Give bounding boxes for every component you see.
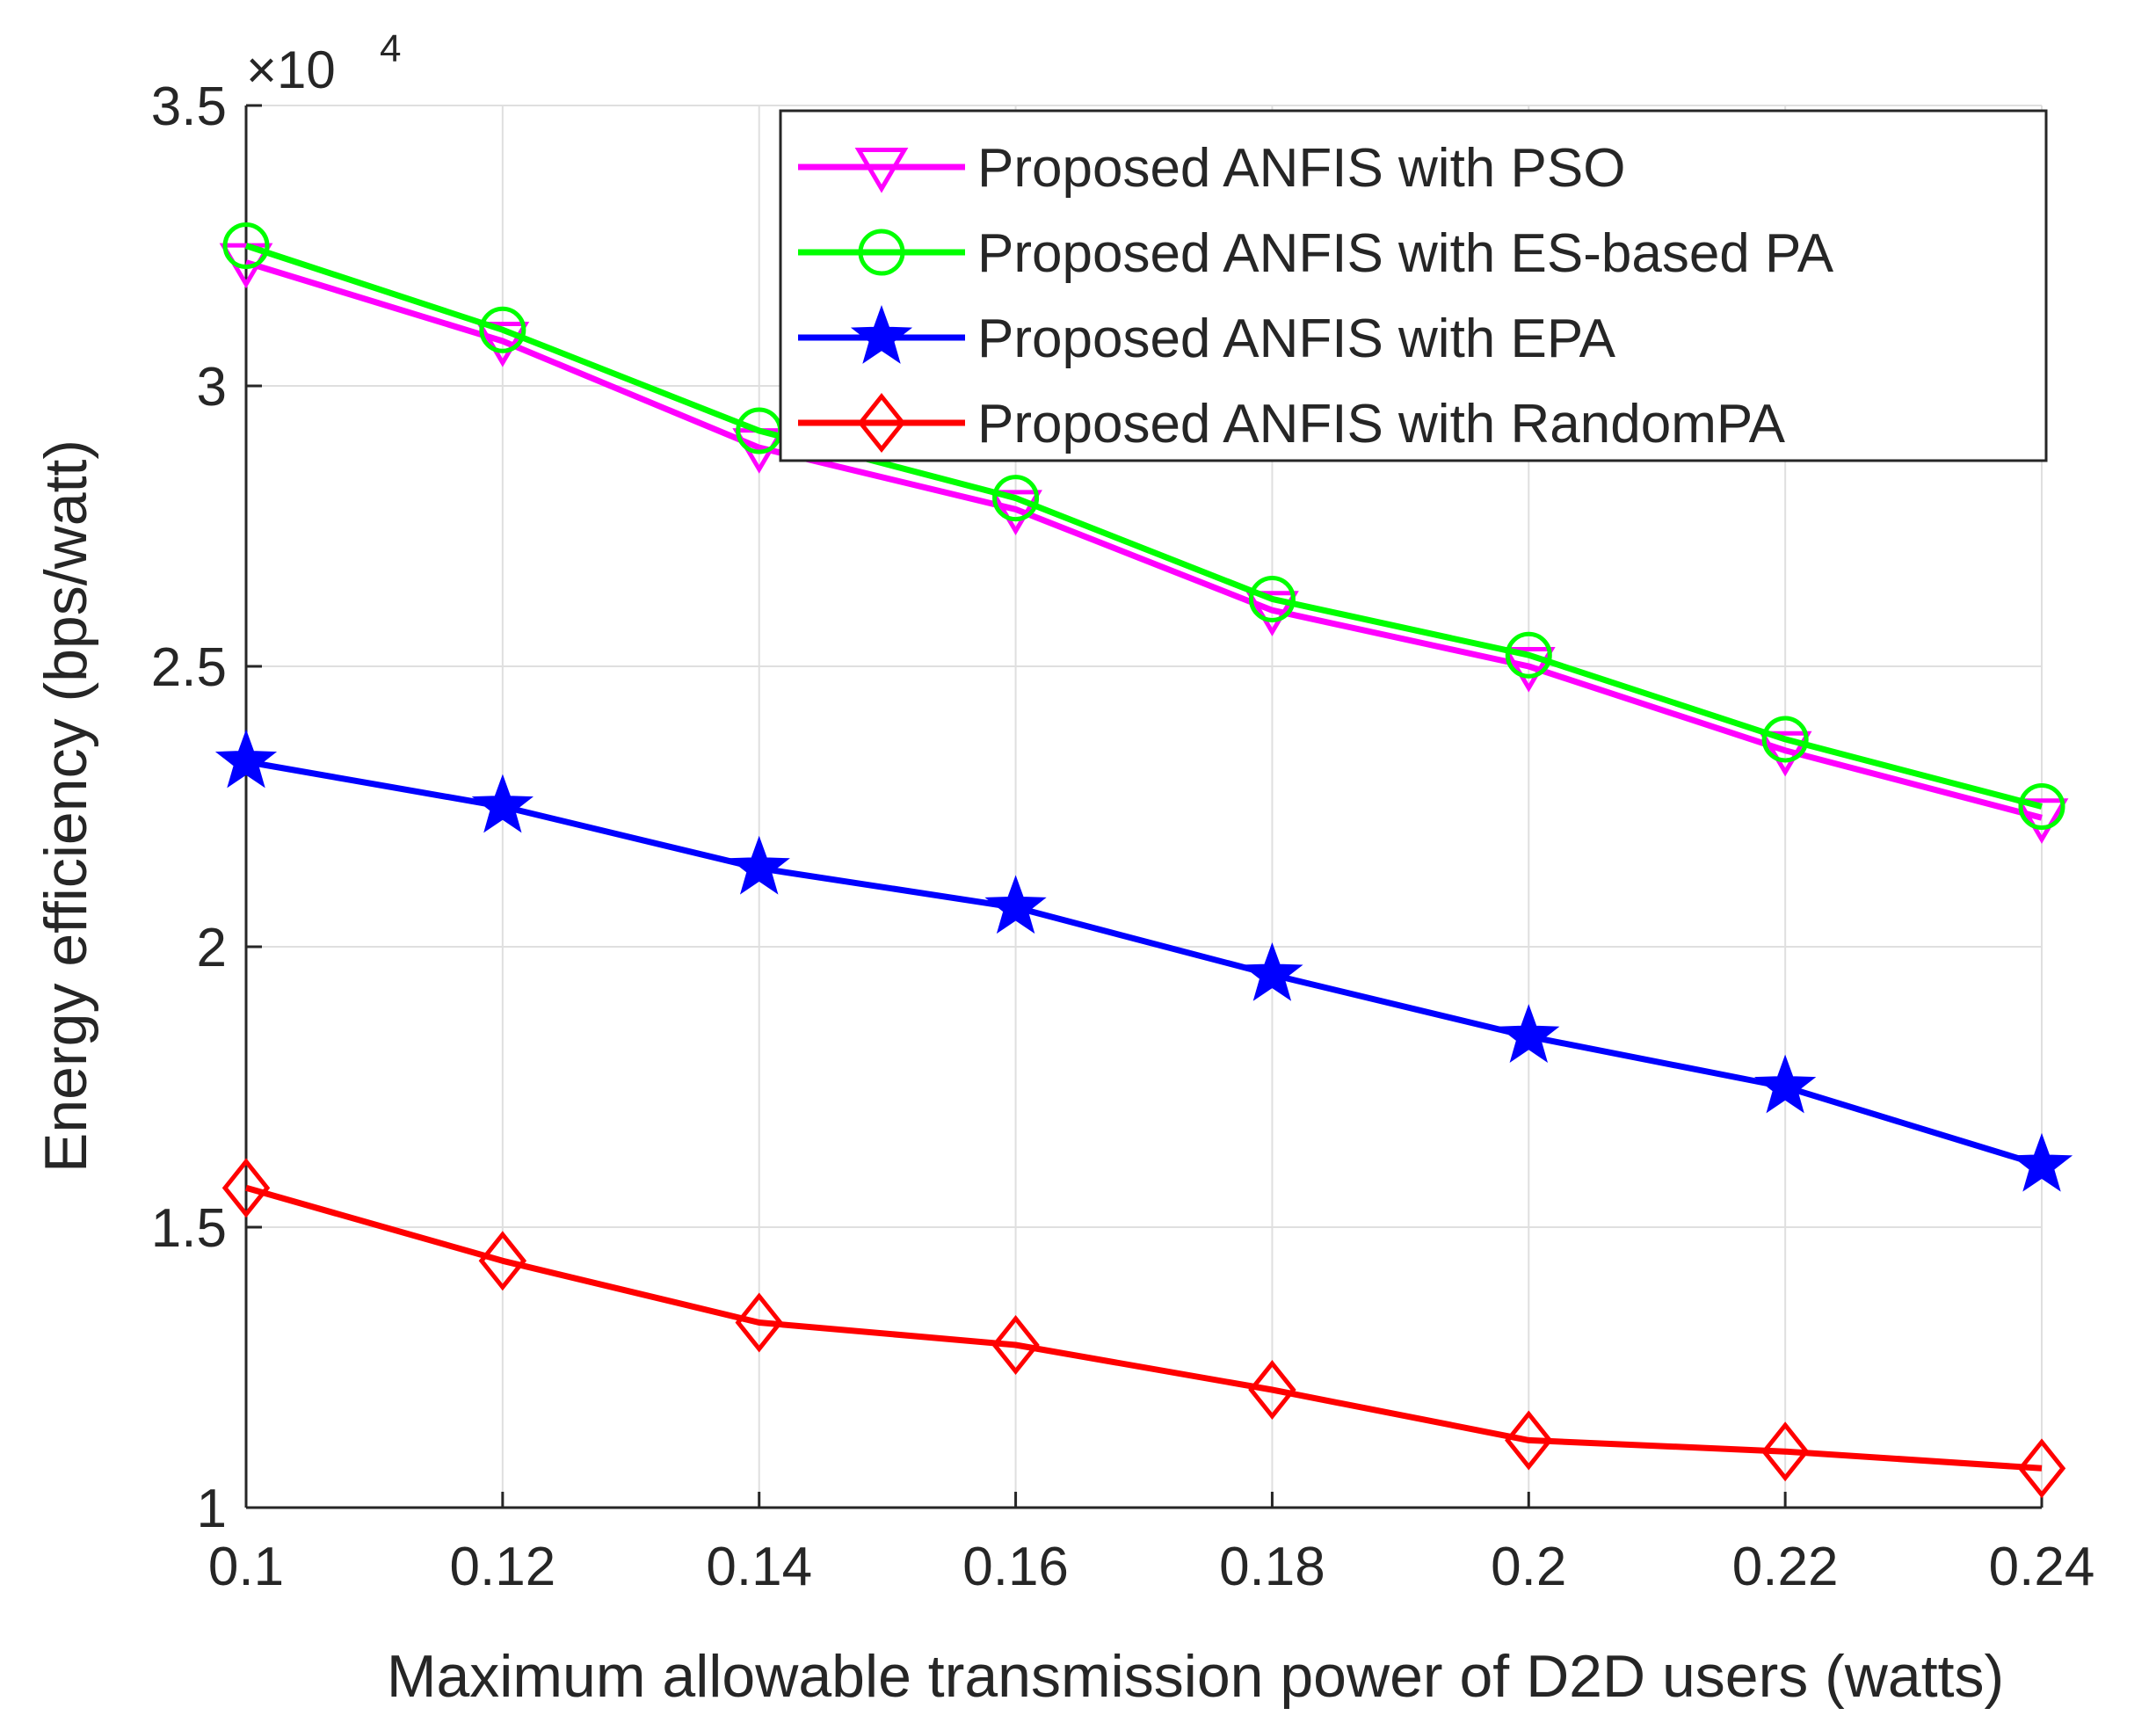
- legend-label: Proposed ANFIS with PSO: [977, 138, 1625, 199]
- data-point: [2010, 1132, 2073, 1192]
- series-4: [221, 1158, 2066, 1499]
- series-3: [214, 729, 2073, 1192]
- data-point: [2018, 783, 2065, 830]
- y-tick-label: 1: [197, 1479, 227, 1539]
- x-axis-label: Maximum allowable transmission power of …: [387, 1643, 2004, 1710]
- data-point: [1501, 647, 1556, 693]
- series-layer: [214, 222, 2073, 1499]
- axes: [244, 104, 2043, 1509]
- series-line: [244, 243, 2043, 810]
- data-point: [2017, 1438, 2066, 1499]
- data-point: [989, 490, 1042, 535]
- legend-item: Proposed ANFIS with EPA: [798, 305, 1616, 369]
- legend-label: Proposed ANFIS with ES-based PA: [977, 223, 1834, 284]
- y-tick-label: 3: [197, 357, 227, 418]
- data-point: [991, 1314, 1040, 1375]
- legend-label: Proposed ANFIS with RandomPA: [977, 394, 1786, 454]
- tick-labels: 0.1 0.12 0.14 0.16 0.18 0.2 0.22 0.24 1 1.5 2 2.5 3 3…: [151, 76, 2095, 1597]
- series-line: [245, 759, 2043, 1169]
- y-tick-label: 1.5: [151, 1198, 227, 1259]
- legend-box: [779, 109, 2048, 462]
- legend-item: Proposed ANFIS with PSO: [798, 138, 1625, 199]
- legend-marker: [858, 229, 905, 276]
- x-tick-label: 0.24: [1989, 1537, 2095, 1597]
- data-point: [1761, 716, 1809, 763]
- data-point: [1245, 591, 1299, 636]
- y-tick-label: 3.5: [151, 76, 227, 137]
- x-tick-label: 0.2: [1491, 1537, 1566, 1597]
- legend-marker: [857, 392, 906, 454]
- y-multiplier-label: ×10: [246, 40, 336, 99]
- data-point: [735, 1292, 783, 1353]
- data-point: [984, 875, 1047, 934]
- data-point: [1248, 575, 1296, 622]
- legend-items: Proposed ANFIS with PSO Proposed ANFIS wi…: [798, 138, 1834, 454]
- data-point: [222, 222, 270, 269]
- data-point: [1498, 1004, 1560, 1063]
- x-tick-label: 0.1: [208, 1537, 284, 1597]
- legend-label: Proposed ANFIS with EPA: [977, 309, 1616, 369]
- legend-marker: [854, 148, 909, 193]
- data-point: [1248, 1360, 1296, 1421]
- y-axis-label: Energy efficiency (bps/watt): [33, 440, 99, 1173]
- data-point: [1505, 1410, 1553, 1471]
- x-tick-label: 0.18: [1219, 1537, 1325, 1597]
- data-point: [1505, 631, 1552, 679]
- y-tick-label: 2: [197, 918, 227, 978]
- series-line: [244, 259, 2043, 821]
- x-tick-label: 0.22: [1732, 1537, 1839, 1597]
- data-point: [214, 729, 278, 789]
- x-tick-label: 0.12: [450, 1537, 556, 1597]
- series-line: [245, 1184, 2043, 1472]
- data-point: [471, 774, 534, 833]
- data-point: [1754, 1054, 1817, 1114]
- legend-item: Proposed ANFIS with ES-based PA: [798, 223, 1834, 284]
- data-point: [1760, 1421, 1810, 1482]
- x-tick-label: 0.14: [706, 1537, 812, 1597]
- data-point: [479, 306, 526, 353]
- series-2: [222, 222, 2065, 830]
- data-point: [1758, 731, 1812, 777]
- data-point: [728, 835, 790, 895]
- data-point: [1241, 941, 1303, 1001]
- legend-marker: [850, 305, 913, 364]
- y-multiplier-exponent: 4: [380, 27, 401, 70]
- legend: Proposed ANFIS with PSO Proposed ANFIS wi…: [779, 109, 2048, 462]
- data-point: [478, 1231, 527, 1291]
- data-point: [992, 475, 1040, 522]
- y-tick-label: 2.5: [151, 637, 227, 698]
- x-tick-label: 0.16: [962, 1537, 1069, 1597]
- data-point: [221, 1158, 271, 1218]
- legend-item: Proposed ANFIS with RandomPA: [798, 392, 1786, 454]
- data-point: [475, 321, 530, 367]
- data-point: [2014, 798, 2069, 844]
